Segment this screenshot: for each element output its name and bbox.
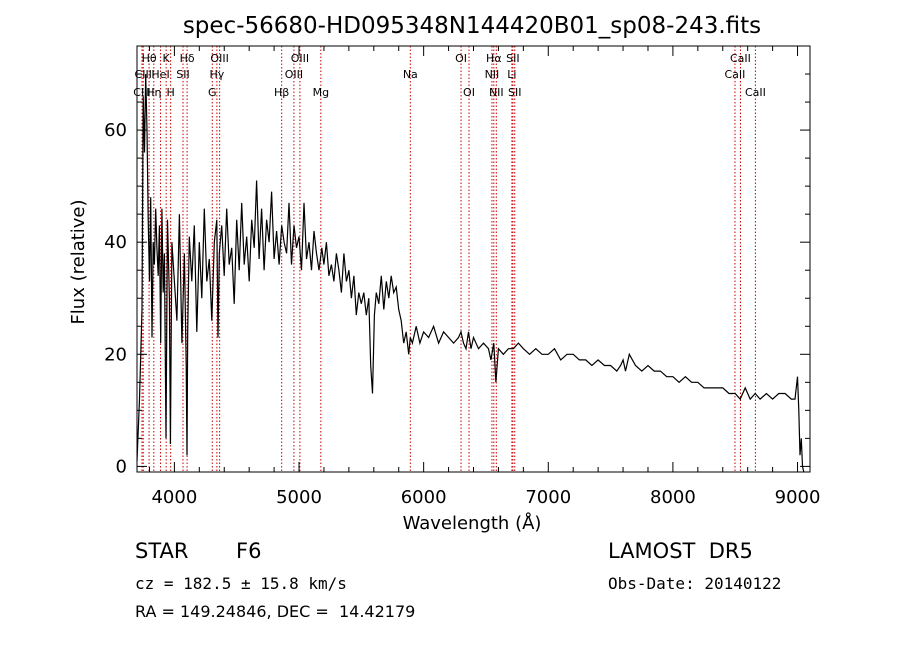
line-marker-label: SII [176,68,189,81]
object-class: STAR [135,539,189,563]
line-marker-label: CIII [135,68,152,81]
x-tick-label: 8000 [650,487,696,508]
x-tick-label: 6000 [401,487,447,508]
survey-name: LAMOST DR5 [608,539,753,563]
line-marker-label: Hθ [142,52,157,65]
line-marker-label: Hη [146,86,161,99]
x-axis-label: Wavelength (Å) [403,512,542,534]
line-marker-label: OI [455,52,467,65]
line-marker-label: Na [403,68,418,81]
y-tick-label: 0 [116,456,127,477]
line-marker-label: NII [489,86,504,99]
y-tick-label: 60 [104,120,127,141]
y-axis-ticks: 0 20 40 60 [104,73,810,477]
line-marker-label: OIII [291,52,309,65]
line-marker-label: SII [506,52,519,65]
chart-title: spec-56680-HD095348N144420B01_sp08-243.f… [183,13,761,39]
line-marker-label: CaII [730,52,751,65]
line-marker-label: Li [507,68,516,81]
plot-frame [136,45,811,473]
x-tick-label: 9000 [775,487,821,508]
x-tick-label: 5000 [276,487,322,508]
line-marker-label: HeI [151,68,169,81]
y-tick-label: 40 [104,232,127,253]
observation-date: Obs-Date: 20140122 [608,574,782,593]
line-marker-label: G [208,86,217,99]
line-marker-label: OI [463,86,475,99]
spectral-line-markers [141,46,756,472]
line-marker-label: CaII [725,68,746,81]
spectrum-line [136,73,805,473]
line-marker-label: K [163,52,171,65]
y-tick-label: 20 [104,344,127,365]
sky-coordinates: RA = 149.24846, DEC = 14.42179 [135,602,416,621]
line-marker-label: Hα [486,52,502,65]
x-axis-ticks: 4000 5000 6000 7000 8000 9000 [148,46,821,508]
line-marker-label: OIII [210,52,228,65]
spectral-subclass: F6 [236,539,262,563]
x-tick-label: 4000 [151,487,197,508]
line-marker-label: Mg [313,86,329,99]
line-marker-label: Hγ [209,68,224,81]
line-marker-label: SII [508,86,521,99]
y-axis-label: Flux (relative) [68,199,89,324]
line-marker-label: H [167,86,175,99]
line-marker-label: NII [485,68,500,81]
x-tick-label: 7000 [525,487,571,508]
line-marker-label: Hβ [274,86,289,99]
line-marker-label: OIII [285,68,303,81]
radial-velocity: cz = 182.5 ± 15.8 km/s [135,574,347,593]
line-marker-label: Hδ [180,52,195,65]
line-marker-label: CaII [745,86,766,99]
